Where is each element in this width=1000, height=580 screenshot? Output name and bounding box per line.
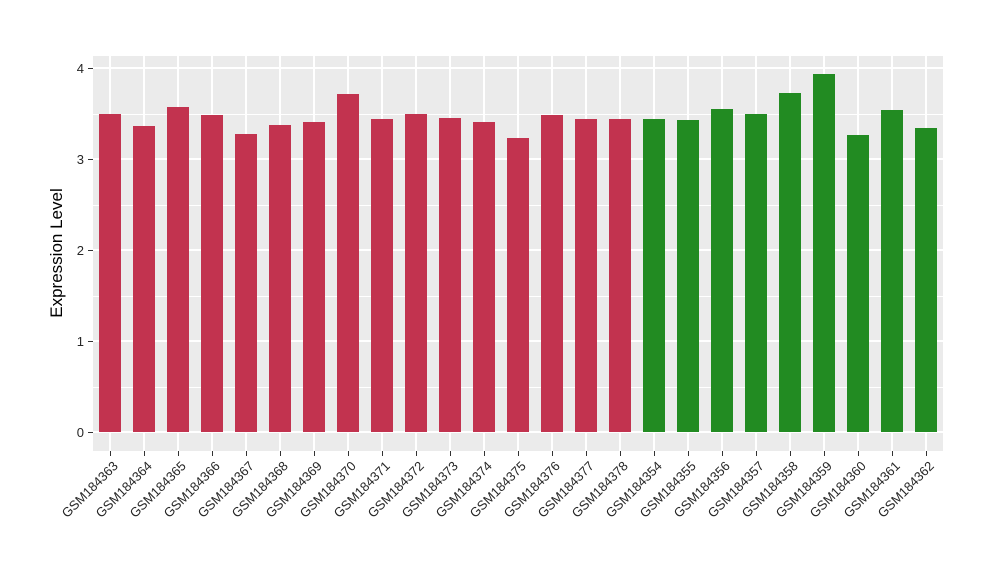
gridline-major-y — [93, 67, 943, 69]
bar-GSM184365 — [167, 107, 189, 432]
bar-GSM184356 — [711, 108, 733, 432]
x-axis-tick-mark — [483, 451, 485, 456]
bar-GSM184372 — [405, 114, 427, 432]
bar-GSM184355 — [677, 119, 699, 432]
y-axis-tick-label: 3 — [76, 151, 84, 167]
x-axis-tick-mark — [585, 451, 587, 456]
bar-GSM184373 — [439, 118, 461, 432]
x-axis-tick-mark — [925, 451, 927, 456]
x-axis-tick-mark — [891, 451, 893, 456]
x-axis-tick-mark — [381, 451, 383, 456]
x-axis-tick-mark — [279, 451, 281, 456]
x-axis-tick-mark — [619, 451, 621, 456]
bar-GSM184368 — [269, 125, 291, 432]
y-axis-tick-mark — [88, 67, 93, 69]
bar-GSM184359 — [813, 74, 835, 432]
bar-GSM184358 — [779, 93, 801, 432]
y-axis-tick-mark — [88, 340, 93, 342]
x-axis-tick-mark — [721, 451, 723, 456]
x-axis-tick-mark — [653, 451, 655, 456]
y-axis-tick-mark — [88, 158, 93, 160]
bar-GSM184361 — [881, 109, 903, 432]
x-axis-tick-mark — [211, 451, 213, 456]
bar-GSM184377 — [575, 118, 597, 432]
bar-GSM184376 — [541, 115, 563, 432]
gridline-major-y — [93, 431, 943, 433]
gridline-minor-y — [93, 113, 943, 115]
x-axis-tick-mark — [449, 451, 451, 456]
x-axis-tick-mark — [415, 451, 417, 456]
bar-GSM184364 — [133, 126, 155, 432]
x-axis-tick-mark — [347, 451, 349, 456]
bar-GSM184374 — [473, 121, 495, 432]
y-axis-tick-label: 2 — [76, 242, 84, 258]
bar-GSM184354 — [643, 118, 665, 432]
bar-GSM184360 — [847, 135, 869, 432]
bar-GSM184363 — [99, 114, 121, 432]
bar-GSM184369 — [303, 121, 325, 432]
x-axis-tick-mark — [823, 451, 825, 456]
x-axis-tick-mark — [109, 451, 111, 456]
x-axis-tick-mark — [313, 451, 315, 456]
bar-GSM184371 — [371, 118, 393, 432]
x-axis-tick-mark — [143, 451, 145, 456]
bar-GSM184357 — [745, 113, 767, 432]
x-axis-tick-mark — [517, 451, 519, 456]
x-axis-tick-mark — [789, 451, 791, 456]
bar-GSM184367 — [235, 134, 257, 432]
plot-panel — [93, 56, 943, 451]
y-axis-tick-label: 0 — [76, 424, 84, 440]
y-axis-tick-label: 1 — [76, 333, 84, 349]
y-axis-tick-mark — [88, 249, 93, 251]
bar-GSM184375 — [507, 138, 529, 432]
y-axis-tick-mark — [88, 431, 93, 433]
x-axis-tick-mark — [245, 451, 247, 456]
x-axis-tick-mark — [857, 451, 859, 456]
bar-GSM184366 — [201, 115, 223, 432]
bar-GSM184362 — [915, 128, 937, 432]
bar-GSM184378 — [609, 118, 631, 432]
x-axis-tick-mark — [755, 451, 757, 456]
x-axis-tick-mark — [551, 451, 553, 456]
bar-GSM184370 — [337, 94, 359, 432]
x-axis-tick-mark — [687, 451, 689, 456]
x-axis-tick-mark — [177, 451, 179, 456]
y-axis-tick-label: 4 — [76, 60, 84, 76]
